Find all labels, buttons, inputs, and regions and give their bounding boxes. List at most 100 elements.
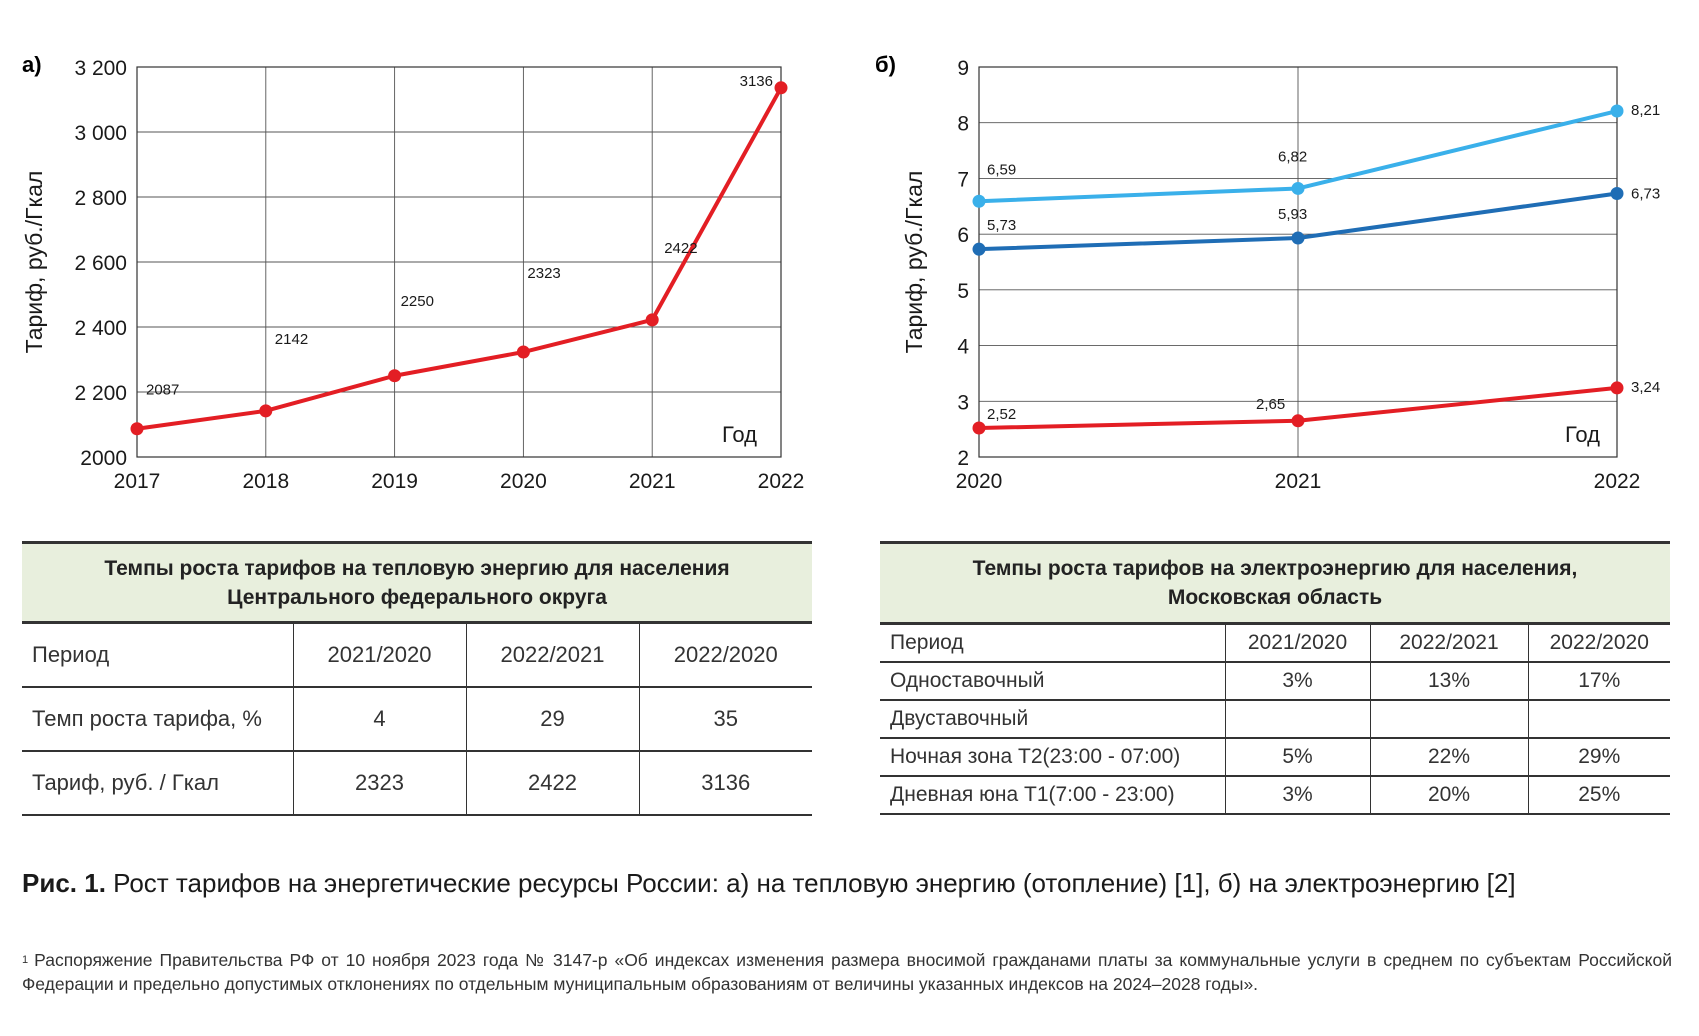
table-cell: 13% xyxy=(1370,662,1529,701)
table-cell: 4 xyxy=(293,687,467,752)
table-cell xyxy=(1370,700,1529,739)
y-tick-label: 2 xyxy=(957,447,969,470)
series-line xyxy=(136,86,783,431)
data-label: 3136 xyxy=(740,73,773,90)
data-point xyxy=(972,242,986,256)
table-cell xyxy=(1528,700,1671,739)
table-b-header-col: 2021/2020 xyxy=(1225,623,1371,663)
x-tick-label: 2020 xyxy=(956,470,1003,493)
table-row: Двуставочный xyxy=(880,700,1671,739)
data-point xyxy=(972,194,986,208)
y-tick-label: 3 200 xyxy=(74,57,127,80)
table-cell xyxy=(1225,700,1371,739)
y-axis-label: Тариф, руб./Гкал xyxy=(21,171,47,354)
table-cell: 3% xyxy=(1225,662,1371,701)
figure-caption-text: Рост тарифов на энергетические ресурсы Р… xyxy=(105,868,1516,898)
plot-frame xyxy=(136,66,782,458)
y-tick-label: 2000 xyxy=(80,447,127,470)
table-b-title: Темпы роста тарифов на электроэнергию дл… xyxy=(880,541,1671,625)
table-b-header-col: 2022/2021 xyxy=(1370,623,1529,663)
y-tick-label: 6 xyxy=(957,224,969,247)
footnote: 1 Распоряжение Правительства РФ от 10 ноя… xyxy=(22,948,1672,996)
table-cell: 35 xyxy=(639,687,813,752)
data-label: 6,73 xyxy=(1631,185,1660,202)
table-a-title-line1: Темпы роста тарифов на тепловую энергию … xyxy=(104,556,730,580)
table-cell: 29 xyxy=(466,687,640,752)
x-tick-label: 2019 xyxy=(371,470,418,493)
data-label: 6,82 xyxy=(1278,148,1307,165)
x-tick-label: 2017 xyxy=(114,470,161,493)
data-point xyxy=(1610,104,1624,118)
data-point xyxy=(774,81,788,95)
data-label: 2323 xyxy=(527,265,560,282)
table-cell: 25% xyxy=(1528,776,1671,815)
y-tick-label: 2 600 xyxy=(74,252,127,275)
table-b-row-label: Дневная юна Т1(7:00 - 23:00) xyxy=(880,776,1226,815)
y-tick-label: 8 xyxy=(957,113,969,136)
data-point xyxy=(130,422,144,436)
table-b-header-period: Период xyxy=(880,623,1226,663)
table-cell: 17% xyxy=(1528,662,1671,701)
table-a-title: Темпы роста тарифов на тепловую энергию … xyxy=(22,541,813,624)
y-tick-label: 3 000 xyxy=(74,122,127,145)
y-tick-label: 4 xyxy=(957,336,969,359)
footnote-mark: 1 xyxy=(22,954,29,966)
data-point xyxy=(645,313,659,327)
x-tick-label: 2022 xyxy=(758,470,805,493)
data-point xyxy=(1291,231,1305,245)
x-tick-label: 2018 xyxy=(242,470,289,493)
table-cell: 3136 xyxy=(639,751,813,816)
table-a-row-label: Тариф, руб. / Гкал xyxy=(22,751,294,816)
charts-canvas: 2000 2 200 2 400 2 600 2 800 3 000 3 200 2017 20… xyxy=(21,52,1660,493)
y-tick-label: 3 xyxy=(957,391,969,414)
data-label: 2087 xyxy=(146,382,179,399)
table-cell: 2323 xyxy=(293,751,467,816)
table-row: Одноставочный 3% 13% 17% xyxy=(880,662,1671,701)
plot-frame xyxy=(978,66,1618,458)
data-point xyxy=(1610,381,1624,395)
data-label: 5,93 xyxy=(1278,206,1307,223)
table-row: Тариф, руб. / Гкал 2323 2422 3136 xyxy=(22,751,813,816)
table-electricity-tariff-growth: Темпы роста тарифов на электроэнергию дл… xyxy=(880,541,1671,815)
x-axis-label: Год xyxy=(1565,422,1600,447)
table-cell: 5% xyxy=(1225,738,1371,777)
data-label: 8,21 xyxy=(1631,102,1660,119)
table-cell: 3% xyxy=(1225,776,1371,815)
data-label: 2,52 xyxy=(987,406,1016,423)
x-axis-label: Год xyxy=(722,422,757,447)
table-cell: 2422 xyxy=(466,751,640,816)
table-b-row-label: Ночная зона Т2(23:00 - 07:00) xyxy=(880,738,1226,777)
x-tick-label: 2020 xyxy=(500,470,547,493)
panel-label: а) xyxy=(22,52,42,77)
table-row: Ночная зона Т2(23:00 - 07:00) 5% 22% 29% xyxy=(880,738,1671,777)
data-point xyxy=(388,369,402,383)
y-tick-label: 9 xyxy=(957,57,969,80)
data-point xyxy=(259,404,273,418)
data-point xyxy=(516,345,530,359)
footnote-text: Распоряжение Правительства РФ от 10 нояб… xyxy=(22,950,1672,994)
x-tick-label: 2021 xyxy=(1275,470,1322,493)
table-cell: 22% xyxy=(1370,738,1529,777)
data-point xyxy=(1291,181,1305,195)
figure-caption: Рис. 1. Рост тарифов на энергетические р… xyxy=(22,868,1516,899)
table-a-title-line2: Центрального федерального округа xyxy=(227,585,607,609)
table-b-title-line2: Московская область xyxy=(1167,586,1383,609)
data-point xyxy=(972,421,986,435)
table-a-header-col: 2022/2021 xyxy=(466,622,640,688)
data-label: 2422 xyxy=(664,240,697,257)
y-tick-label: 2 400 xyxy=(74,317,127,340)
y-axis-label: Тариф, руб./Гкал xyxy=(901,171,927,354)
table-a-row-label: Темп роста тарифа, % xyxy=(22,687,294,752)
y-tick-label: 2 800 xyxy=(74,187,127,210)
x-tick-label: 2022 xyxy=(1594,470,1641,493)
panel-label: б) xyxy=(875,52,896,77)
data-point xyxy=(1291,414,1305,428)
table-a-header-col: 2021/2020 xyxy=(293,622,467,688)
table-b-title-line1: Темпы роста тарифов на электроэнергию дл… xyxy=(972,557,1578,580)
data-label: 3,24 xyxy=(1631,379,1660,396)
x-tick-label: 2021 xyxy=(629,470,676,493)
table-a-header-col: 2022/2020 xyxy=(639,622,813,688)
table-cell: 20% xyxy=(1370,776,1529,815)
table-row: Темп роста тарифа, % 4 29 35 xyxy=(22,687,813,752)
table-b-row-label: Двуставочный xyxy=(880,700,1226,739)
